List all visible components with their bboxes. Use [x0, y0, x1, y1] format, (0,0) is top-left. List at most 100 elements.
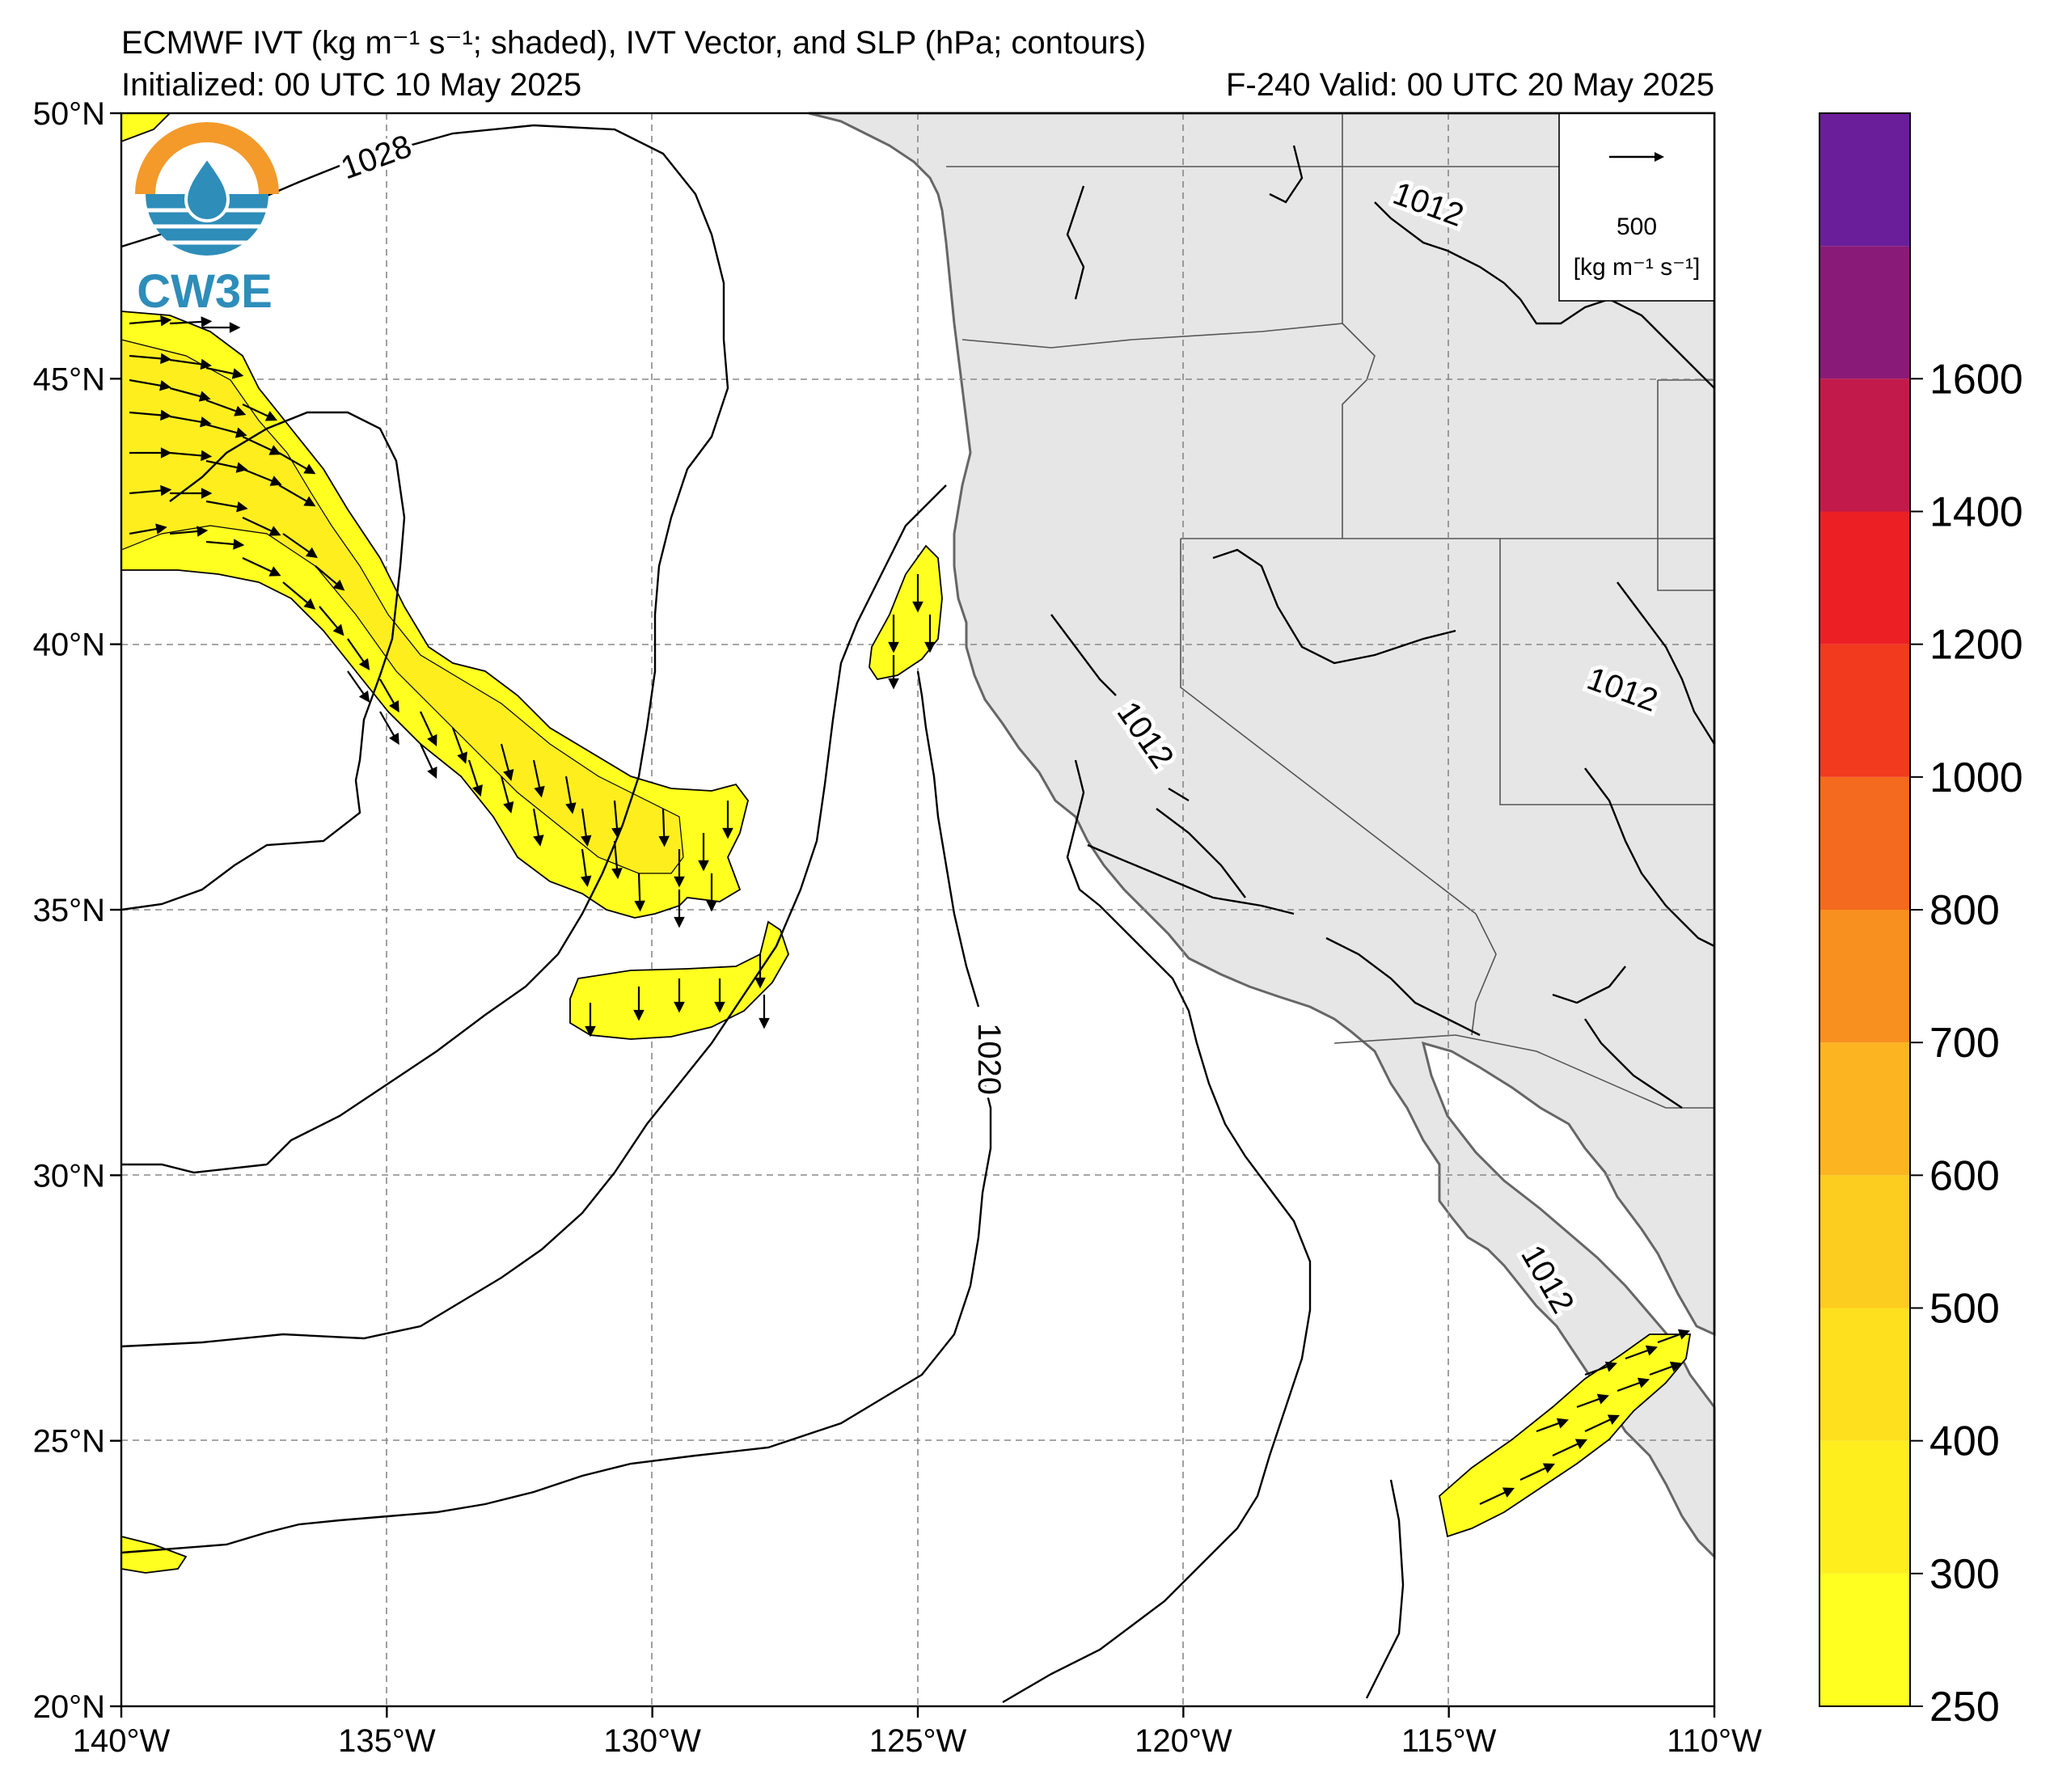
ivt-vector-arrowhead — [472, 784, 483, 797]
colorbar-tick-label: 700 — [1929, 1020, 2000, 1067]
lat-tick-label: 45°N — [33, 361, 105, 397]
ivt-vector-arrowhead — [1677, 1329, 1690, 1340]
ivt-vector-arrowhead — [674, 1001, 685, 1013]
colorbar-tick-label: 1200 — [1929, 622, 2023, 669]
ivt-vector-arrowhead — [924, 641, 936, 653]
ivt-vector-arrowhead — [268, 566, 281, 577]
ivt-vector-arrowhead — [358, 690, 370, 703]
lat-tick-label: 50°N — [33, 96, 105, 132]
colorbar-segment — [1819, 511, 1910, 645]
ivt-vector-arrowhead — [303, 598, 316, 610]
vector-key-value: 500 — [1617, 213, 1657, 240]
ivt-vector-arrowhead — [581, 835, 592, 847]
axis-labels: 20°N 25°N 30°N 35°N 40°N 45°N 50°N 140°W 135°W 13… — [33, 96, 1762, 1759]
ivt-vector-arrowhead — [358, 657, 370, 670]
colorbar-tick-label: 1000 — [1929, 754, 2023, 801]
ivt-vector-arrowhead — [722, 827, 733, 839]
ivt-vector-arrowhead — [264, 411, 278, 421]
ivt-vector-arrowhead — [1669, 1361, 1682, 1372]
lat-tick-label: 25°N — [33, 1424, 105, 1460]
vector-key: 500 [kg m⁻¹ s⁻¹] — [1558, 112, 1715, 302]
lon-tick-label: 110°W — [1667, 1723, 1762, 1759]
lon-tick-label: 120°W — [1135, 1723, 1232, 1759]
colorbar-tick-label: 1400 — [1929, 489, 2023, 536]
ivt-vector-arrowhead — [633, 1009, 645, 1021]
ivt-vector-arrowhead — [160, 484, 172, 497]
ivt-vector-arrowhead — [303, 496, 316, 507]
ivt-vector-arrowhead — [457, 751, 467, 764]
colorbar-tick-label: 1600 — [1929, 356, 2023, 403]
vector-key-units: [kg m⁻¹ s⁻¹] — [1574, 254, 1701, 281]
ivt-vector-arrowhead — [1574, 1439, 1588, 1449]
ivt-vector-arrowhead — [1604, 1361, 1617, 1372]
ivt-vector-arrowhead — [234, 405, 247, 416]
colorbar-segment — [1819, 246, 1910, 379]
colorbar-segment — [1819, 1042, 1910, 1176]
colorbar-segment — [1819, 378, 1910, 512]
lon-tick-label: 125°W — [869, 1723, 967, 1759]
ivt-vector-arrowhead — [305, 547, 318, 559]
ivt-vector-arrowhead — [706, 900, 717, 912]
ivt-vector-arrowhead — [674, 876, 685, 888]
logo-text: CW3E — [137, 265, 273, 318]
lat-tick-label: 35°N — [33, 893, 105, 928]
ivt-vector-arrowhead — [229, 322, 241, 333]
lon-tick-label: 135°W — [338, 1723, 436, 1759]
ivt-vector-arrowhead — [236, 501, 248, 513]
ivt-vector-arrowhead — [634, 900, 645, 912]
valid-time: F-240 Valid: 00 UTC 20 May 2025 — [1226, 67, 1714, 103]
colorbar-segment — [1819, 776, 1910, 910]
ivt-vector-arrowhead — [534, 785, 545, 798]
ivt-vector-arrowhead — [1556, 1418, 1569, 1429]
ivt-vector-arrowhead — [201, 316, 213, 328]
ivt-vector-arrowhead — [201, 488, 213, 499]
ivt-vector-arrowhead — [658, 835, 670, 847]
lon-tick-label: 130°W — [603, 1723, 701, 1759]
ivt-vector-arrowhead — [155, 523, 167, 535]
ivt-vector-arrowhead — [160, 353, 172, 365]
droplet-icon — [184, 154, 230, 222]
ivt-vector-arrowhead — [1596, 1393, 1609, 1405]
lon-tick-label: 140°W — [73, 1723, 171, 1759]
colorbar-tick-label: 250 — [1929, 1684, 2000, 1731]
colorbar-segment — [1819, 1175, 1910, 1308]
slp-label-1020: 1020 — [971, 1023, 1007, 1095]
ivt-vector-arrowhead — [268, 445, 281, 455]
ivt-vector-arrowhead — [427, 766, 437, 780]
ivt-vector-arrowhead — [1645, 1345, 1658, 1356]
ivt-vector-arrowhead — [565, 802, 577, 814]
colorbar-segment — [1819, 1573, 1910, 1706]
ivt-vector-arrowhead — [611, 868, 623, 880]
ivt-vector-arrowhead — [888, 641, 899, 653]
ivt-vector-arrowhead — [200, 358, 212, 370]
colorbar-tick-label: 300 — [1929, 1551, 2000, 1598]
cw3e-logo: CW3E — [135, 122, 279, 318]
lon-tick-label: 115°W — [1401, 1723, 1497, 1759]
colorbar-segment — [1819, 1308, 1910, 1441]
colorbar-segment — [1819, 113, 1910, 247]
ivt-vector-arrowhead — [198, 391, 211, 402]
colorbar-segment — [1819, 910, 1910, 1043]
ivt-vector-arrowhead — [888, 678, 899, 690]
colorbar-segment — [1819, 644, 1910, 777]
ivt-vector-arrowhead — [581, 875, 592, 887]
ivt-vector-arrowhead — [1542, 1463, 1556, 1473]
ivt-vector-arrowhead — [427, 733, 437, 747]
ivt-vector-arrowhead — [160, 409, 172, 421]
ivt-vectors — [129, 315, 1690, 1505]
ivt-vector-arrowhead — [912, 601, 923, 613]
initialized-time: Initialized: 00 UTC 10 May 2025 — [121, 67, 581, 103]
colorbar-tick-label: 800 — [1929, 887, 2000, 934]
ivt-vector-arrowhead — [332, 579, 345, 591]
colorbar-tick-label: 400 — [1929, 1418, 2000, 1465]
ivt-vector-arrowhead — [503, 768, 514, 781]
ivt-vector-arrowhead — [714, 1001, 725, 1013]
colorbar-tick-label: 500 — [1929, 1286, 2000, 1333]
ivt-vector-arrowhead — [235, 427, 247, 438]
ivt-blob-offshore-california — [869, 544, 943, 681]
ivt-vector-arrowhead — [1607, 1414, 1621, 1425]
lat-tick-label: 20°N — [33, 1689, 105, 1725]
ivt-vector-arrowhead — [533, 835, 544, 847]
colorbar-tick-label: 600 — [1929, 1152, 2000, 1199]
